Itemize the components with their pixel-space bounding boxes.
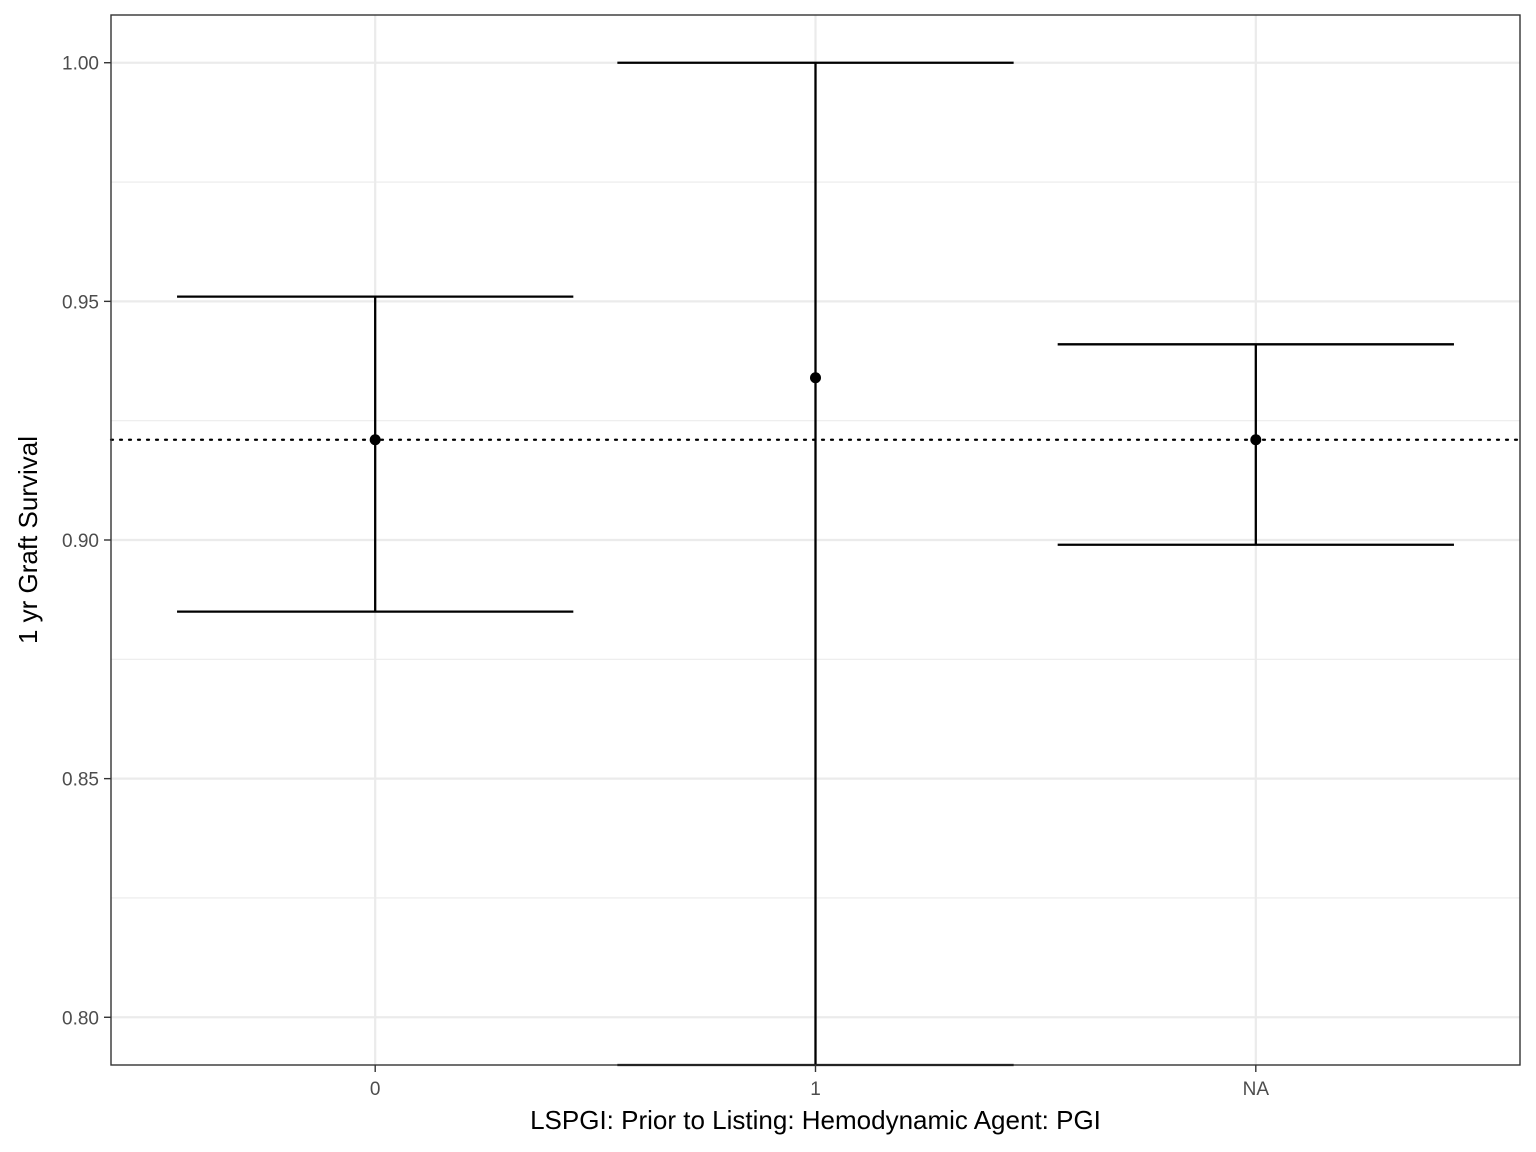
marks [177,61,1454,1067]
x-tick-label: 1 [810,1079,821,1100]
estimate-point [1250,434,1262,446]
y-tick-label: 0.90 [62,531,99,552]
estimate-point [810,372,821,384]
y-axis-title: 1 yr Graft Survival [13,436,43,644]
y-tick-label: 0.80 [62,1008,99,1029]
y-tick-label: 1.00 [62,54,99,75]
x-tick-label: 0 [370,1079,381,1100]
x-axis: 0 1 NA [370,1065,1269,1100]
y-axis: 0.80 0.85 0.90 0.95 1.00 [62,54,111,1029]
y-tick-label: 0.85 [62,770,99,791]
estimate-point [369,434,381,446]
y-tick-label: 0.95 [62,292,99,313]
x-axis-title: LSPGI: Prior to Listing: Hemodynamic Age… [530,1105,1101,1135]
x-tick-label: NA [1243,1079,1270,1100]
